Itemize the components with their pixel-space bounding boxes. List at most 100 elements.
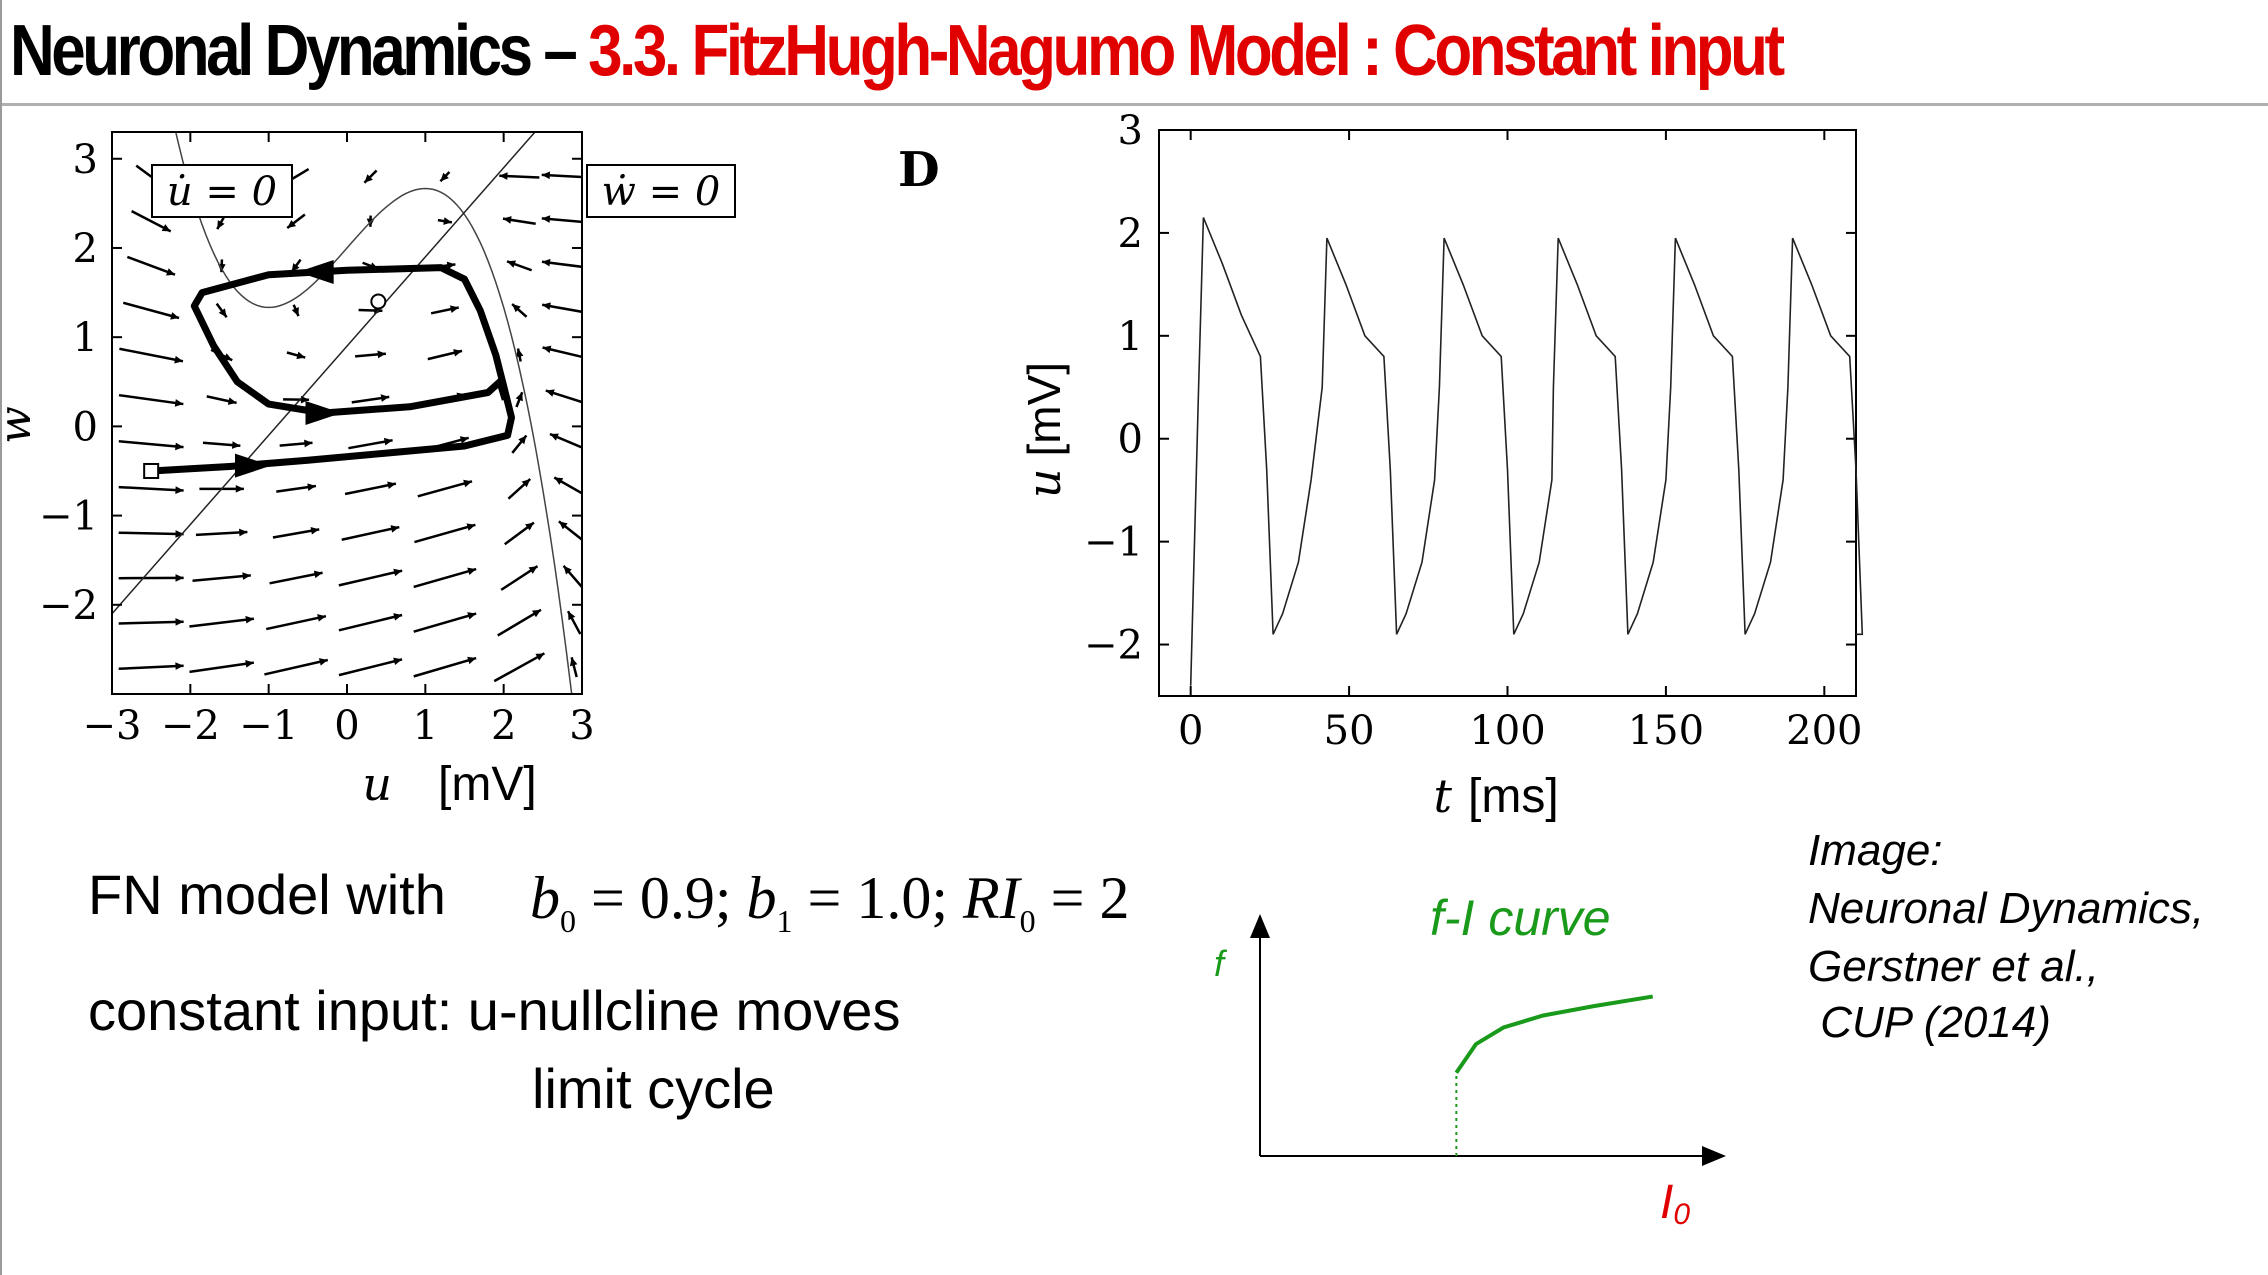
vector-field-arrowhead (467, 656, 477, 665)
vector-field-arrowhead (568, 611, 576, 621)
vector-field-arrowhead (310, 526, 320, 535)
vector-field-arrowhead (317, 614, 326, 622)
trace-y-axis-label: u[mV] (1017, 362, 1071, 498)
trace-x-tick-label: 0 (1178, 708, 1203, 754)
vector-field-arrowhead (518, 435, 527, 445)
vector-field-arrowhead (515, 348, 524, 358)
vector-field-arrowhead (525, 522, 534, 531)
vector-field-arrowhead (446, 261, 456, 270)
vector-field-arrowhead (174, 399, 184, 407)
trajectory-direction-arrow (297, 260, 334, 285)
vector-field-arrowhead (542, 345, 552, 354)
model-parameters-equation: b0 = 0.9; b1 = 1.0; RI0 = 2 (530, 865, 1130, 939)
vector-field-arrow (541, 260, 582, 269)
phase-y-tick-label: 0 (73, 404, 98, 450)
vector-field-arrow (195, 530, 248, 537)
phase-x-tick-label: −1 (239, 703, 298, 749)
vector-field-arrow (413, 567, 477, 589)
title-section: 3.3. FitzHugh-Nagumo Model : Constant in… (588, 11, 1785, 91)
vector-field-arrowhead (291, 307, 299, 317)
phase-x-tick-label: −3 (83, 703, 142, 749)
vector-field-arrowhead (463, 479, 473, 488)
initial-point-marker (143, 462, 160, 479)
vector-field-arrowhead (242, 572, 251, 580)
vector-field-arrowhead (387, 481, 396, 490)
vector-field-arrowhead (377, 350, 386, 359)
vector-field-arrowhead (532, 609, 541, 618)
phase-x-tick-label: 1 (413, 703, 438, 749)
vector-field-arrowhead (507, 260, 516, 268)
vector-field-arrowhead (390, 525, 400, 533)
phase-x-tick-label: 3 (569, 703, 594, 749)
trace-y-tick-label: 1 (1118, 314, 1143, 360)
vector-field-arrowhead (245, 659, 254, 668)
vector-field-arrowhead (175, 530, 184, 538)
vector-field-arrowhead (515, 392, 523, 402)
voltage-trace-chart: 0 50 100 150 200 −2 −1 0 1 2 3 u[mV] t [ms] (1017, 108, 1864, 823)
vector-field-arrow (338, 569, 403, 587)
panel-label: D (898, 142, 940, 198)
vector-field-arrowhead (558, 521, 568, 530)
w-nullcline-label-box: ẇ = 0 (586, 164, 736, 218)
phase-x-tick-label: 0 (334, 703, 359, 749)
vector-field-arrowhead (542, 302, 551, 310)
vector-field-arrow (344, 482, 397, 496)
vector-field-arrowhead (166, 268, 176, 276)
vector-field-arrowhead (453, 349, 463, 357)
vector-field-arrowhead (296, 351, 306, 360)
phase-x-tick-label: 2 (491, 703, 516, 749)
phase-y-tick-label: −2 (39, 583, 98, 629)
phase-x-axis-unit: [mV] (438, 758, 537, 811)
phase-x-axis-symbol: u (362, 757, 392, 811)
model-description: FN model with (88, 863, 446, 926)
f-i-curve-chart: f-I curve f I0 (1214, 890, 1726, 1231)
vector-field-arrowhead (541, 171, 551, 180)
vector-field-arrow (118, 620, 184, 625)
phase-plane-chart: −3 −2 −1 0 1 2 3 −2 −1 0 1 2 3 u̇ = 0 ẇ = 0 w u [mV] (0, 131, 736, 811)
vector-field-arrowhead (467, 567, 477, 576)
vector-field-arrow (417, 480, 473, 498)
vector-field-arrow (541, 217, 582, 224)
phase-y-tick-label: −1 (39, 494, 98, 540)
vector-field-arrow (122, 301, 180, 320)
vector-field-arrow (541, 173, 582, 179)
trace-x-axis-symbol: t (1434, 769, 1453, 823)
vector-field-arrowhead (161, 224, 171, 232)
vector-field-arrowhead (466, 523, 476, 531)
vector-field-arrowhead (549, 433, 559, 441)
w-nullcline-label: ẇ = 0 (602, 169, 721, 215)
vector-field-arrowhead (175, 662, 184, 670)
vector-field-arrow (338, 658, 403, 677)
fi-y-label: f (1214, 943, 1228, 984)
vector-field-arrow (541, 303, 582, 314)
vector-field-arrowhead (304, 439, 313, 448)
vector-field-arrowhead (449, 305, 459, 313)
vector-field-arrowhead (245, 615, 254, 624)
vector-field-arrow (118, 664, 184, 671)
vector-field-arrow (414, 523, 476, 544)
vector-field-arrowhead (218, 308, 227, 318)
trace-x-tick-label: 100 (1469, 708, 1545, 754)
phase-y-tick-label: 1 (73, 315, 98, 361)
vector-field-arrowhead (175, 618, 184, 626)
vector-field-arrow (341, 525, 400, 541)
vector-field-arrowhead (443, 217, 452, 225)
phase-y-axis-label: w (0, 406, 41, 444)
vector-field-arrowhead (364, 174, 373, 183)
u-nullcline-label: u̇ = 0 (167, 169, 277, 215)
trace-y-tick-label: −1 (1084, 520, 1143, 566)
trace-y-tick-label: −2 (1084, 623, 1143, 669)
vector-field-arrowhead (569, 657, 578, 667)
trajectory-direction-arrow (235, 453, 271, 478)
vector-field-arrow (189, 661, 255, 674)
constant-input-note: constant input: u-nullcline moves (88, 979, 901, 1042)
vector-field-arrow (118, 531, 184, 536)
vector-field-arrowhead (541, 258, 551, 267)
image-credit-line-2: Neuronal Dynamics, (1808, 884, 2205, 933)
vector-field-arrow (118, 485, 184, 492)
vector-field-arrowhead (528, 566, 538, 574)
voltage-trace-line (1189, 217, 1864, 686)
vector-field-arrowhead (313, 570, 323, 579)
vector-field-arrowhead (499, 172, 508, 180)
